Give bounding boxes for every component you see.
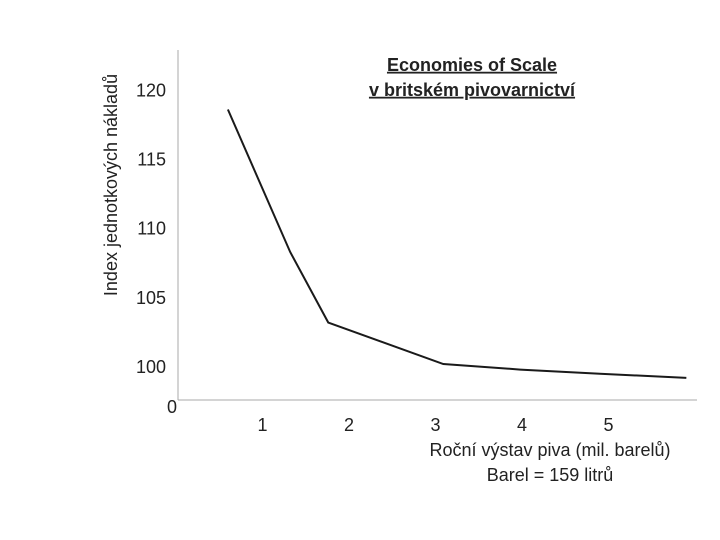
x-tick-label: 2 bbox=[344, 415, 354, 435]
y-tick-label: 115 bbox=[137, 149, 166, 169]
y-tick-label: 110 bbox=[137, 219, 166, 239]
y-axis-label: Index jednotkových nákladů bbox=[101, 74, 121, 296]
x-tick-label: 5 bbox=[603, 415, 613, 435]
data-line bbox=[226, 109, 687, 379]
origin-label: 0 bbox=[167, 397, 177, 417]
x-axis-note: Barel = 159 litrů bbox=[487, 465, 614, 485]
x-tick-label: 4 bbox=[517, 415, 527, 435]
chart-title: Economies of Scale bbox=[387, 55, 557, 75]
y-tick-label: 105 bbox=[136, 288, 166, 308]
chart-subtitle: v britském pivovarnictví bbox=[369, 80, 576, 100]
y-tick-label: 100 bbox=[136, 357, 166, 377]
x-tick-label: 3 bbox=[430, 415, 440, 435]
x-axis-label: Roční výstav piva (mil. barelů) bbox=[429, 440, 670, 460]
y-tick-label: 120 bbox=[136, 80, 166, 100]
x-tick-label: 1 bbox=[257, 415, 267, 435]
